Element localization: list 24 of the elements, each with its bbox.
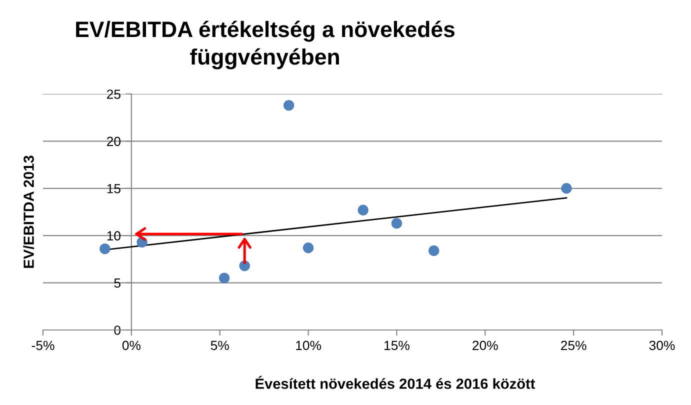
x-tick-label: 20% bbox=[472, 340, 498, 350]
x-tick-label: 5% bbox=[210, 340, 229, 350]
point bbox=[428, 245, 440, 256]
x-tick-label: 30% bbox=[649, 340, 675, 350]
point bbox=[391, 218, 402, 229]
point bbox=[100, 243, 110, 254]
y-tick-label: 10 bbox=[107, 231, 120, 241]
point bbox=[283, 100, 294, 111]
point bbox=[218, 272, 230, 284]
y-axis-title: EV/EBITDA 2013 bbox=[23, 156, 34, 268]
x-tick-label: -5% bbox=[32, 340, 54, 350]
chart-title: EV/EBITDA értékeltség a növekedés függvényében bbox=[76, 20, 455, 70]
y-tick-label: 15 bbox=[107, 184, 120, 194]
y-tick-label: 20 bbox=[107, 136, 120, 146]
x-tick-label: 10% bbox=[296, 340, 322, 350]
x-tick-label: 25% bbox=[561, 340, 586, 350]
x-tick-label: 0% bbox=[122, 340, 140, 350]
point bbox=[302, 242, 314, 254]
point bbox=[358, 204, 368, 216]
x-axis-title: Évesített növekedés 2014 és 2016 között bbox=[256, 376, 536, 389]
y-tick-label: 5 bbox=[114, 278, 120, 288]
y-tick-label: 25 bbox=[107, 90, 120, 99]
x-tick-label: 15% bbox=[384, 340, 410, 350]
point bbox=[561, 183, 572, 194]
